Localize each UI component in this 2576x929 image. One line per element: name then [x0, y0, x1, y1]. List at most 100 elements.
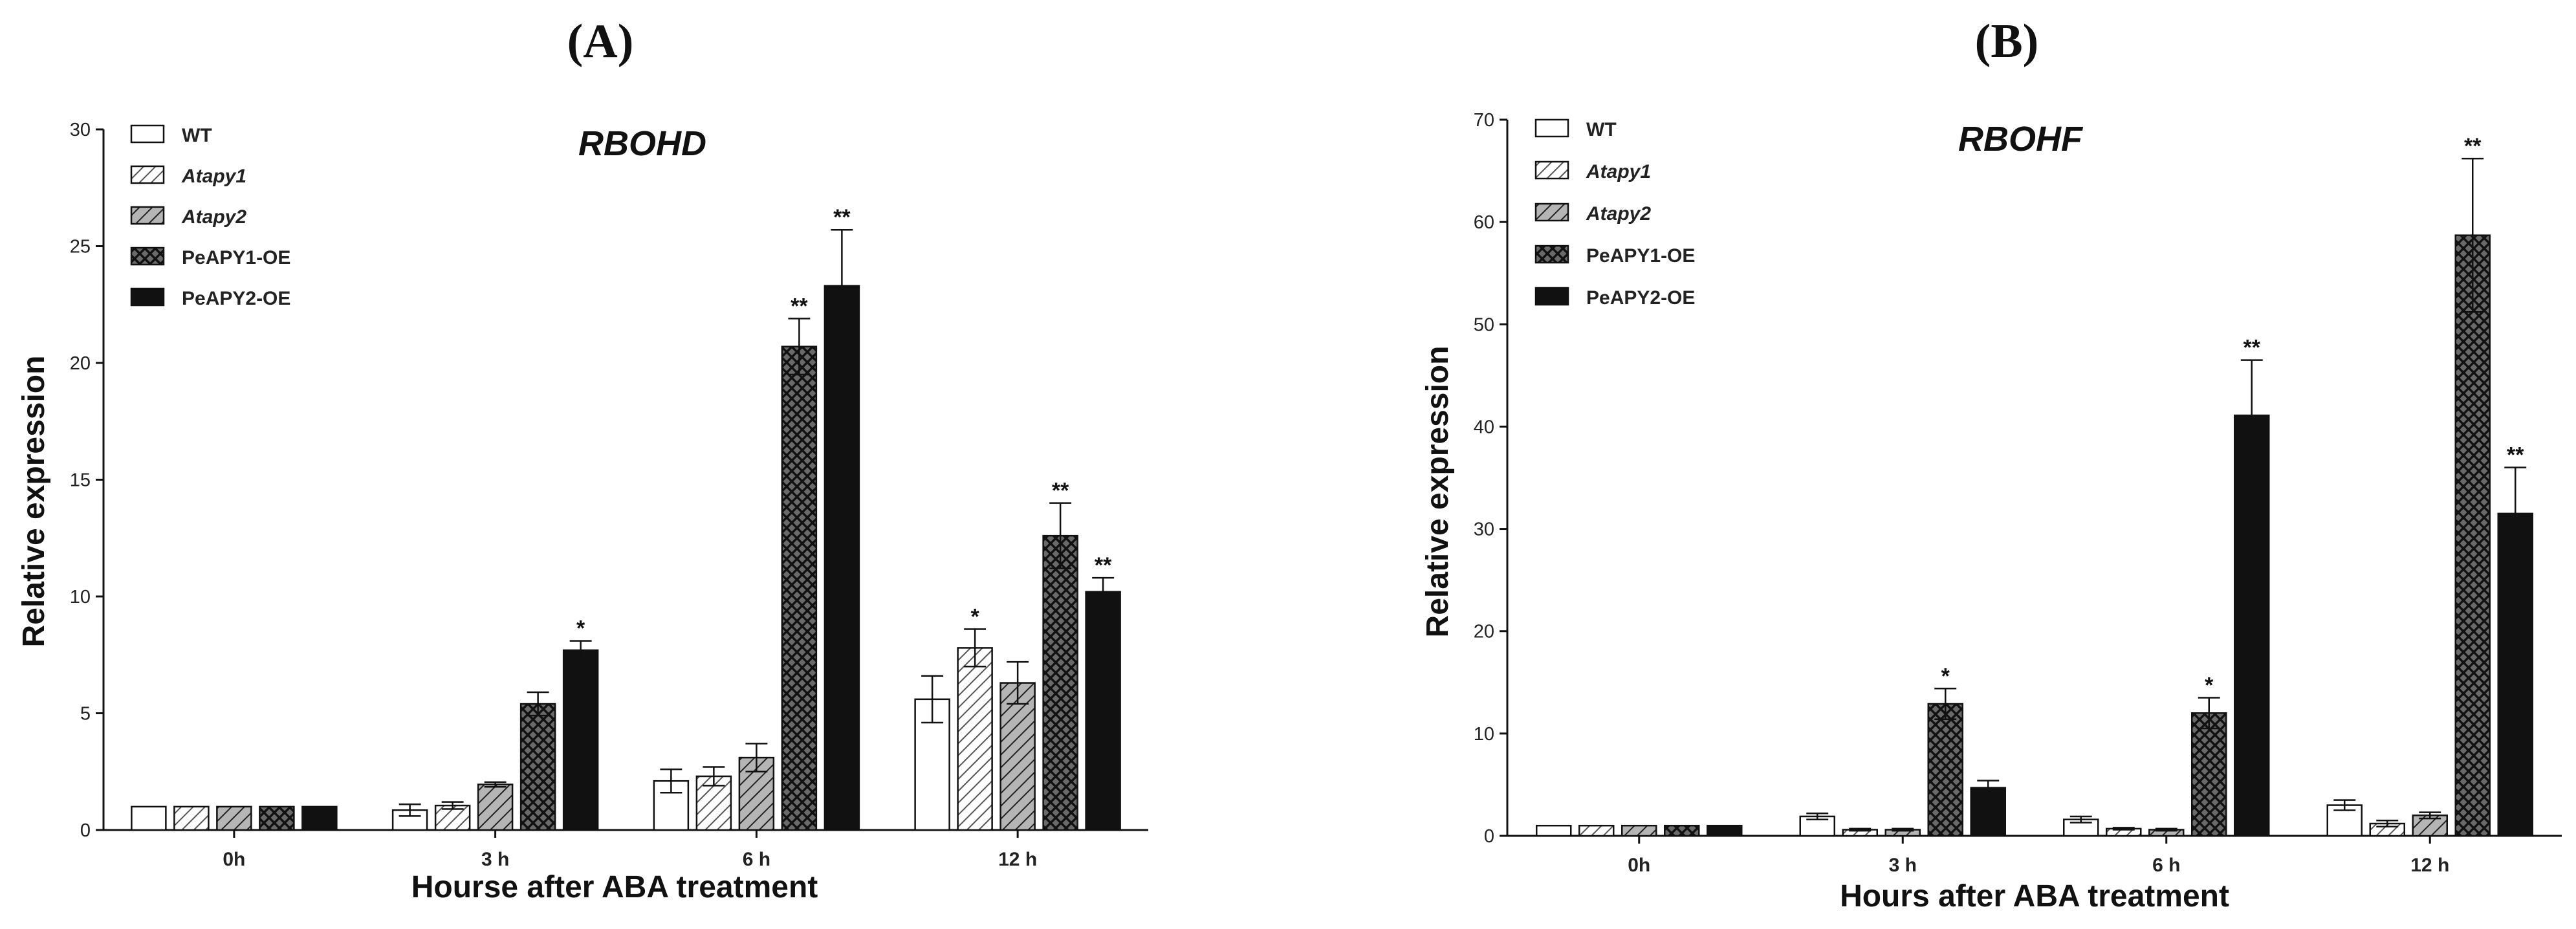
panel-b-error-bar: [1977, 780, 2000, 796]
panel-a-legend-swatch: [130, 206, 165, 225]
panel-a-legend-label: Atapy2: [181, 206, 246, 228]
panel-a-significance-label: **: [1095, 553, 1112, 578]
panel-b: (B) RBOHF WT Atapy1 Atapy2 PeAPY1-OE PeAPY2-…: [1421, 15, 2562, 913]
panel-b-error-bar: [2376, 820, 2399, 828]
panel-b-legend-label: PeAPY1-OE: [1586, 245, 1695, 267]
panel-a-y-tick-label: 25: [70, 237, 91, 257]
panel-a-bar-peapy2-oe: [1085, 591, 1121, 831]
panel-a-bar-atapy2: [999, 682, 1036, 831]
panel-a-error-bar: [1007, 661, 1029, 705]
panel-a-error-bar: [484, 781, 507, 788]
panel-a-error-bar: [703, 766, 725, 787]
panel-b-legend-swatch: [1534, 202, 1569, 222]
panel-a-bar-peapy1-oe: [519, 703, 556, 831]
panel-a-bar-atapy1: [957, 647, 993, 831]
panel-b-error-bar: [2240, 359, 2263, 472]
panel-b-x-tick-label: 6 h: [2152, 855, 2180, 876]
panel-a-legend-swatch: [130, 246, 165, 266]
panel-b-y-tick-label: 50: [1474, 314, 1494, 335]
panel-b-significance-label: **: [2243, 336, 2261, 360]
panel-a-label: (A): [567, 15, 634, 68]
panel-b-bar-peapy1-oe: [1664, 824, 1700, 837]
panel-a-legend: WT Atapy1 Atapy2 PeAPY1-OE PeAPY2-OE: [130, 124, 290, 309]
panel-b-x-tick-label: 0h: [1628, 855, 1650, 876]
panel-a-y-tick-label: 30: [70, 120, 91, 140]
panel-b-error-bar: [2069, 815, 2092, 824]
panel-a-x-tick-label: 6 h: [743, 849, 770, 870]
panel-a-x-axis-title: Hourse after ABA treatment: [411, 870, 818, 904]
panel-a-bar-peapy1-oe: [1042, 534, 1078, 831]
panel-a-y-tick-label: 5: [80, 704, 91, 725]
panel-a-bar-peapy2-oe: [824, 285, 860, 831]
panel-a-error-bar: [1049, 502, 1072, 569]
panel-b-legend-swatch: [1534, 245, 1569, 264]
panel-b-significance-label: *: [1941, 664, 1950, 688]
panel-a-legend-label: PeAPY1-OE: [182, 247, 290, 268]
panel-a-bar-atapy2: [477, 783, 514, 831]
panel-a-error-bar: [831, 228, 853, 343]
panel-b-legend-label: WT: [1586, 119, 1617, 140]
panel-a-bar-atapy2: [216, 805, 252, 831]
panel-a-significance-label: **: [833, 205, 851, 230]
panel-b-bar-peapy1-oe: [2191, 712, 2227, 837]
panel-b-error-bar: [1849, 827, 1872, 832]
panel-a-legend-swatch: [130, 287, 165, 307]
panel-a-bar-peapy1-oe: [781, 345, 818, 831]
panel-b-legend-label: Atapy2: [1586, 203, 1651, 224]
panel-a: (A) RBOHD WT Atapy1 Atapy2 PeAPY1-OE PeAPY2-…: [17, 15, 1148, 904]
panel-b-y-tick-label: 30: [1474, 519, 1494, 540]
panel-a-error-bar: [921, 675, 944, 724]
panel-a-error-bar: [788, 318, 811, 376]
panel-b-bar-peapy2-oe: [2497, 512, 2533, 837]
panel-b-error-bar: [2461, 157, 2484, 313]
panel-b-y-tick-label: 40: [1474, 417, 1494, 437]
panel-a-gene-title: RBOHD: [578, 124, 706, 163]
panel-b-error-bar: [2504, 466, 2527, 561]
panel-b-y-tick-label: 10: [1474, 724, 1494, 745]
panel-b-bar-peapy1-oe: [2454, 234, 2491, 837]
panel-a-significance-label: *: [576, 617, 585, 641]
panel-a-legend-swatch: [130, 165, 165, 184]
panel-a-error-bar: [441, 801, 464, 810]
panel-a-legend-label: WT: [182, 125, 212, 146]
panel-b-significance-label: **: [2507, 443, 2524, 468]
panel-a-significance-label: *: [971, 605, 980, 629]
panel-b-y-tick-label: 0: [1484, 826, 1494, 847]
panel-a-x-tick-label: 0h: [223, 849, 245, 870]
panel-b-legend-swatch: [1534, 160, 1569, 180]
panel-b-bar-atapy1: [1578, 824, 1615, 837]
panel-a-significance-label: **: [791, 294, 808, 318]
panel-a-x-tick-label: 12 h: [998, 849, 1037, 870]
panel-b-error-bar: [1892, 827, 1914, 832]
panel-a-legend-swatch: [130, 124, 165, 144]
panel-b-error-bar: [2155, 827, 2178, 832]
panel-a-bar-peapy2-oe: [301, 805, 338, 831]
panel-b-significance-label: *: [2205, 673, 2214, 698]
panel-b-legend-swatch: [1534, 287, 1569, 306]
panel-b-bar-wt: [1799, 815, 1835, 837]
panel-a-bar-wt: [131, 805, 167, 831]
panel-a-legend-label: Atapy1: [181, 166, 246, 187]
panel-b-y-tick-label: 70: [1474, 110, 1494, 131]
panel-a-significance-label: **: [1052, 479, 1069, 503]
panel-a-error-bar: [964, 628, 987, 668]
panel-a-y-tick-label: 0: [80, 820, 91, 841]
panel-a-legend-label: PeAPY2-OE: [182, 288, 290, 309]
panel-b-legend-label: Atapy1: [1586, 161, 1651, 182]
panel-b-error-bar: [1934, 688, 1957, 720]
panel-b-x-axis-title: Hours after ABA treatment: [1840, 879, 2229, 913]
panel-b-bar-atapy2: [1621, 824, 1657, 837]
panel-a-y-tick-label: 15: [70, 470, 91, 491]
panel-b-y-axis-title: Relative expression: [1421, 346, 1455, 638]
panel-b-x-tick-label: 12 h: [2410, 855, 2449, 876]
panel-b-bar-peapy2-oe: [1707, 824, 1743, 837]
panel-a-x-tick-label: 3 h: [481, 849, 509, 870]
panel-a-error-bar: [527, 691, 549, 717]
panel-a-error-bar: [398, 803, 421, 817]
panel-b-error-bar: [2112, 827, 2135, 831]
panel-a-error-bar: [1092, 576, 1115, 607]
panel-b-bar-peapy2-oe: [2234, 414, 2270, 837]
panel-b-significance-label: **: [2464, 134, 2482, 158]
